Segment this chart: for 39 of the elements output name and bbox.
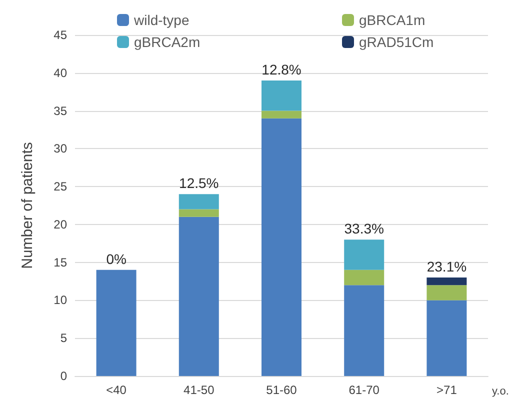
legend-label: gBRCA1m xyxy=(359,12,426,28)
x-axis-title: y.o. xyxy=(492,386,509,398)
bar xyxy=(344,270,384,286)
bar xyxy=(262,118,302,376)
x-tick-label: 61-70 xyxy=(348,383,380,397)
bar xyxy=(262,110,302,118)
bar xyxy=(426,285,467,300)
y-tick-label: 45 xyxy=(54,28,68,42)
bar xyxy=(262,80,302,111)
y-tick-label: 10 xyxy=(54,293,68,308)
y-tick-label: 35 xyxy=(54,104,68,118)
legend-label: gBRCA2m xyxy=(134,34,200,50)
legend-label: wild-type xyxy=(133,12,190,28)
y-axis-title: Number of patients xyxy=(19,142,36,269)
x-tick-label: >71 xyxy=(436,383,458,397)
bar xyxy=(178,194,219,210)
bar xyxy=(344,285,384,376)
annotation: 12.5% xyxy=(179,175,219,192)
annotation: 23.1% xyxy=(426,258,467,274)
bar xyxy=(426,300,467,376)
y-tick-label: 5 xyxy=(60,331,68,346)
annotation: 33.3% xyxy=(344,220,384,237)
x-tick-label: 51-60 xyxy=(266,383,298,397)
legend-label: gRAD51Cm xyxy=(359,34,434,50)
y-tick-label: 25 xyxy=(54,180,68,194)
x-tick-label: 41-50 xyxy=(184,383,215,397)
annotation: 12.8% xyxy=(262,61,302,78)
y-tick-label: 30 xyxy=(54,142,68,156)
bar xyxy=(344,240,384,270)
x-tick-label: <40 xyxy=(106,383,127,397)
y-tick-label: 20 xyxy=(54,217,68,232)
y-tick-label: 15 xyxy=(54,255,68,270)
y-tick-label: 0 xyxy=(60,369,68,383)
bar xyxy=(178,216,219,376)
annotation: 0% xyxy=(106,250,126,267)
y-tick-label: 40 xyxy=(54,66,68,80)
bar xyxy=(96,270,136,376)
bar xyxy=(178,209,219,217)
bar xyxy=(426,277,467,286)
